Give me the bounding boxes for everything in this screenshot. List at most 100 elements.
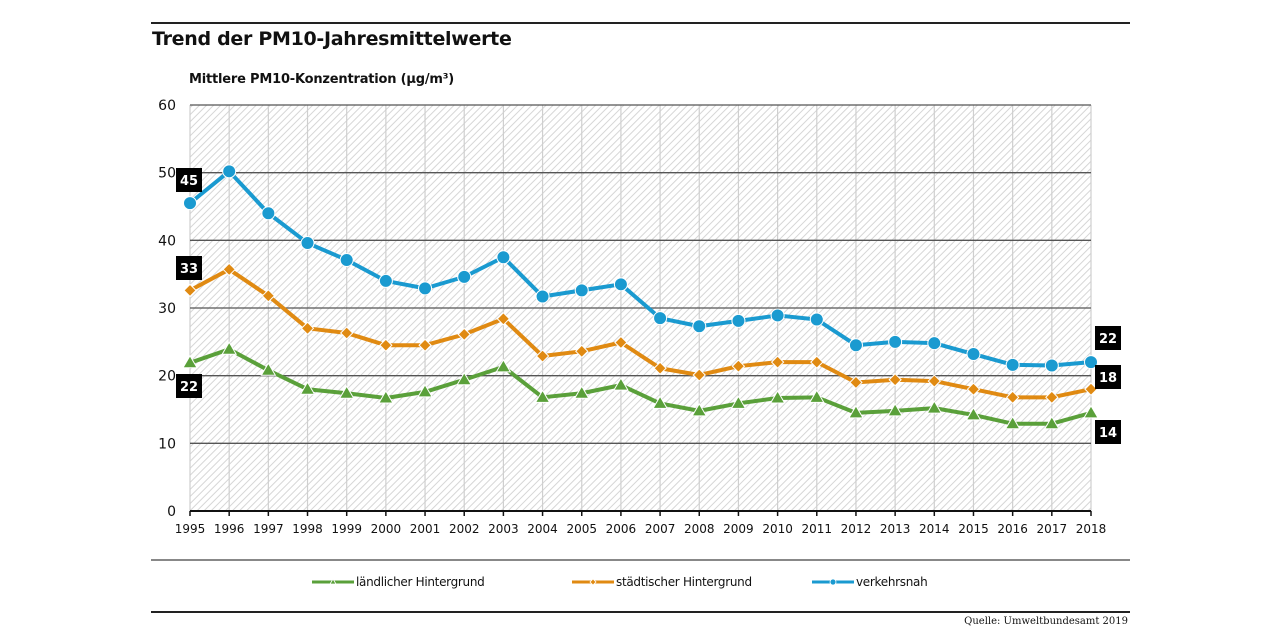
data-point [182,354,198,369]
legend-item-traffic: verkehrsnah [812,575,928,589]
data-point [574,283,589,298]
bottom-rule [151,611,1130,613]
data-point [849,375,863,390]
data-point [377,390,394,404]
data-point [731,359,746,373]
data-point [417,383,433,398]
x-tick-label: 2007 [645,522,676,536]
data-point [809,312,824,327]
end-value-label: 14 [1095,420,1121,444]
x-tick-label: 2004 [527,522,558,536]
data-point [1045,390,1059,405]
data-point [1005,357,1020,372]
data-point [888,334,903,349]
legend-label: städtischer Hintergrund [616,575,752,589]
data-point [339,252,354,267]
line-chart: 0 10 20 30 40 50 60 1995 1996 1997 1998 1999 2000 20… [158,98,1121,536]
triangle-marker-icon [312,578,354,585]
circle-marker-icon [812,578,854,586]
x-tick-label: 2009 [723,522,754,536]
data-point [1043,415,1060,430]
legend-top-rule [151,559,1130,561]
data-point [496,312,511,326]
x-tick-label: 2002 [449,522,480,536]
value-badge-box [176,256,202,280]
y-axis-label: Mittlere PM10-Konzentration (µg/m³) [189,72,454,87]
value-badge-box [176,168,202,192]
value-badge-text: 22 [1099,332,1117,347]
data-point [1004,415,1021,430]
data-point [770,308,785,323]
series-diamond [183,262,1098,405]
series-triangle [182,341,1099,430]
data-point [222,262,236,277]
data-point [300,236,315,251]
data-point [770,355,785,369]
data-point [183,196,197,211]
data-point [418,281,433,296]
data-point [222,164,237,179]
data-point [888,373,902,387]
value-badge-text: 18 [1099,371,1117,386]
start-value-label: 33 [176,256,202,280]
data-point [573,385,590,399]
data-point [691,402,708,417]
data-point [769,390,786,404]
value-badge-box [176,374,202,398]
data-point [966,347,981,362]
x-tick-label: 1997 [253,522,284,536]
data-point [534,389,551,403]
data-point [378,273,393,288]
x-tick-label: 2017 [1037,522,1068,536]
legend-item-urban: städtischer Hintergrund [572,575,752,589]
data-point [261,206,276,221]
data-point [965,406,982,421]
x-tick-label: 2014 [919,522,950,536]
x-tick-label: 1996 [214,522,245,536]
data-point [848,404,864,419]
data-point [300,321,315,336]
x-tick-label: 2016 [997,522,1028,536]
data-point [887,402,904,417]
data-point [338,385,355,399]
value-badge-box [1095,326,1121,350]
value-badge-text: 45 [180,174,198,189]
x-tick-label: 2010 [762,522,793,536]
data-point [653,311,668,326]
data-point [457,327,471,342]
data-point [183,283,197,298]
value-badge-box [1095,420,1121,444]
data-point [927,374,942,388]
series-line [189,267,1092,400]
data-point [457,269,472,284]
start-value-label: 45 [176,168,202,192]
x-tick-label: 2015 [958,522,989,536]
y-tick-label: 0 [167,504,176,520]
x-tick-label: 2005 [566,522,597,536]
data-point [613,377,629,391]
data-point [575,344,589,359]
x-tick-label: 2013 [880,522,911,536]
diamond-marker-icon [572,578,614,586]
y-tick-label: 50 [158,166,176,182]
series-line [189,347,1092,426]
data-point [221,341,238,355]
legend-label: ländlicher Hintergrund [356,575,485,589]
x-tick-label: 2012 [841,522,872,536]
data-point [456,371,473,386]
data-point [810,355,824,369]
x-tick-label: 1998 [292,522,323,536]
x-tick-label: 2000 [371,522,402,536]
value-badge-text: 22 [180,380,198,395]
data-point [653,361,667,375]
value-badge-box [1095,365,1121,389]
data-point [260,362,277,376]
data-point [299,381,316,395]
data-point [1084,355,1098,370]
data-point [927,336,942,351]
chart-title: Trend der PM10-Jahresmittelwerte [152,28,512,50]
legend-label: verkehrsnah [856,575,928,589]
x-tick-label: 1999 [331,522,362,536]
data-point [379,338,393,352]
y-tick-label: 10 [158,436,176,452]
